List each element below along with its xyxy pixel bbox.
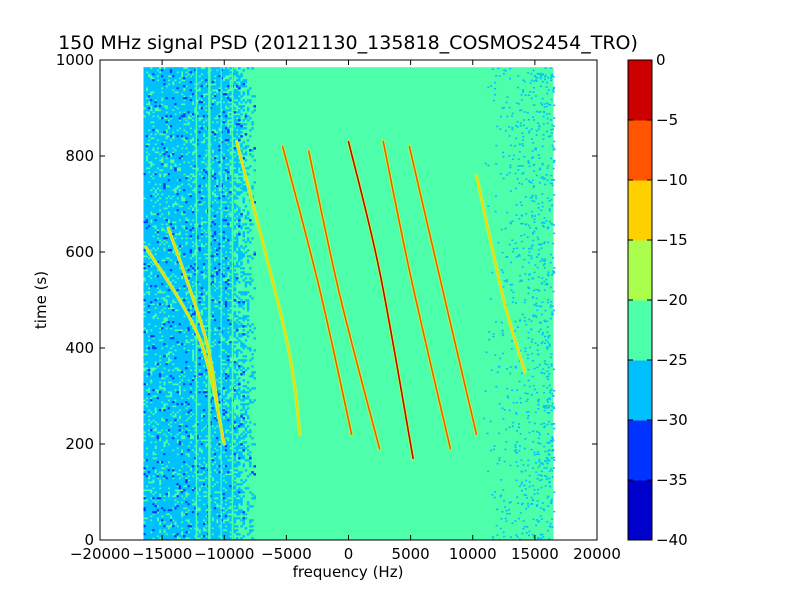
y-axis-label: time (s) — [32, 271, 50, 329]
colorbar-tick-label: 0 — [656, 51, 666, 69]
x-tick-label: −5000 — [261, 545, 312, 563]
colorbar-tick-label: −20 — [656, 291, 688, 309]
y-tick-label: 400 — [65, 339, 94, 357]
colorbar-segment — [628, 60, 652, 121]
chart-title: 150 MHz signal PSD (20121130_135818_COSM… — [58, 32, 638, 54]
colorbar-tick-label: −25 — [656, 351, 688, 369]
x-tick-label: 10000 — [449, 545, 497, 563]
x-tick-label: −15000 — [132, 545, 192, 563]
colorbar-segment — [628, 240, 652, 301]
signal-track — [408, 145, 478, 436]
signal-track — [475, 174, 526, 373]
signal-track — [347, 140, 414, 460]
x-tick-label: 5000 — [392, 545, 430, 563]
x-tick-label: 15000 — [511, 545, 559, 563]
x-axis: −20000 −15000 −10000 −5000 0 5000 10000 15000 20… — [70, 60, 621, 563]
signal-track — [167, 227, 221, 421]
y-tick-label: 200 — [65, 435, 94, 453]
x-tick-label: −10000 — [194, 545, 254, 563]
signal-track — [235, 140, 301, 436]
colorbar-segment — [628, 360, 652, 421]
signal-track — [281, 145, 353, 436]
x-tick-label: 0 — [344, 545, 354, 563]
y-tick-label: 0 — [84, 531, 94, 549]
y-tick-label: 800 — [65, 147, 94, 165]
x-tick-label: −20000 — [70, 545, 130, 563]
x-axis-label: frequency (Hz) — [293, 563, 404, 581]
colorbar: 0 −5 −10 −15 −20 −25 −30 −35 −40 — [627, 51, 688, 549]
colorbar-segment — [628, 300, 652, 361]
colorbar-tick-label: −35 — [656, 471, 688, 489]
colorbar-tick-label: −15 — [656, 231, 688, 249]
y-tick-label: 1000 — [56, 51, 94, 69]
y-tick-label: 600 — [65, 243, 94, 261]
colorbar-segment — [628, 120, 652, 181]
y-axis: 0 200 400 600 800 1000 — [56, 51, 597, 549]
colorbar-tick-label: −10 — [656, 171, 688, 189]
colorbar-tick-label: −30 — [656, 411, 688, 429]
signal-track — [307, 150, 381, 450]
plot-frame — [99, 59, 598, 541]
heatmap-image — [143, 67, 556, 540]
x-tick-label: 20000 — [573, 545, 621, 563]
colorbar-tick-label: −5 — [656, 111, 678, 129]
colorbar-segment — [628, 180, 652, 241]
colorbar-tick-label: −40 — [656, 531, 688, 549]
signal-tracks — [144, 139, 527, 461]
colorbar-segment — [628, 420, 652, 481]
signal-track — [382, 140, 452, 450]
colorbar-segment — [628, 480, 652, 541]
